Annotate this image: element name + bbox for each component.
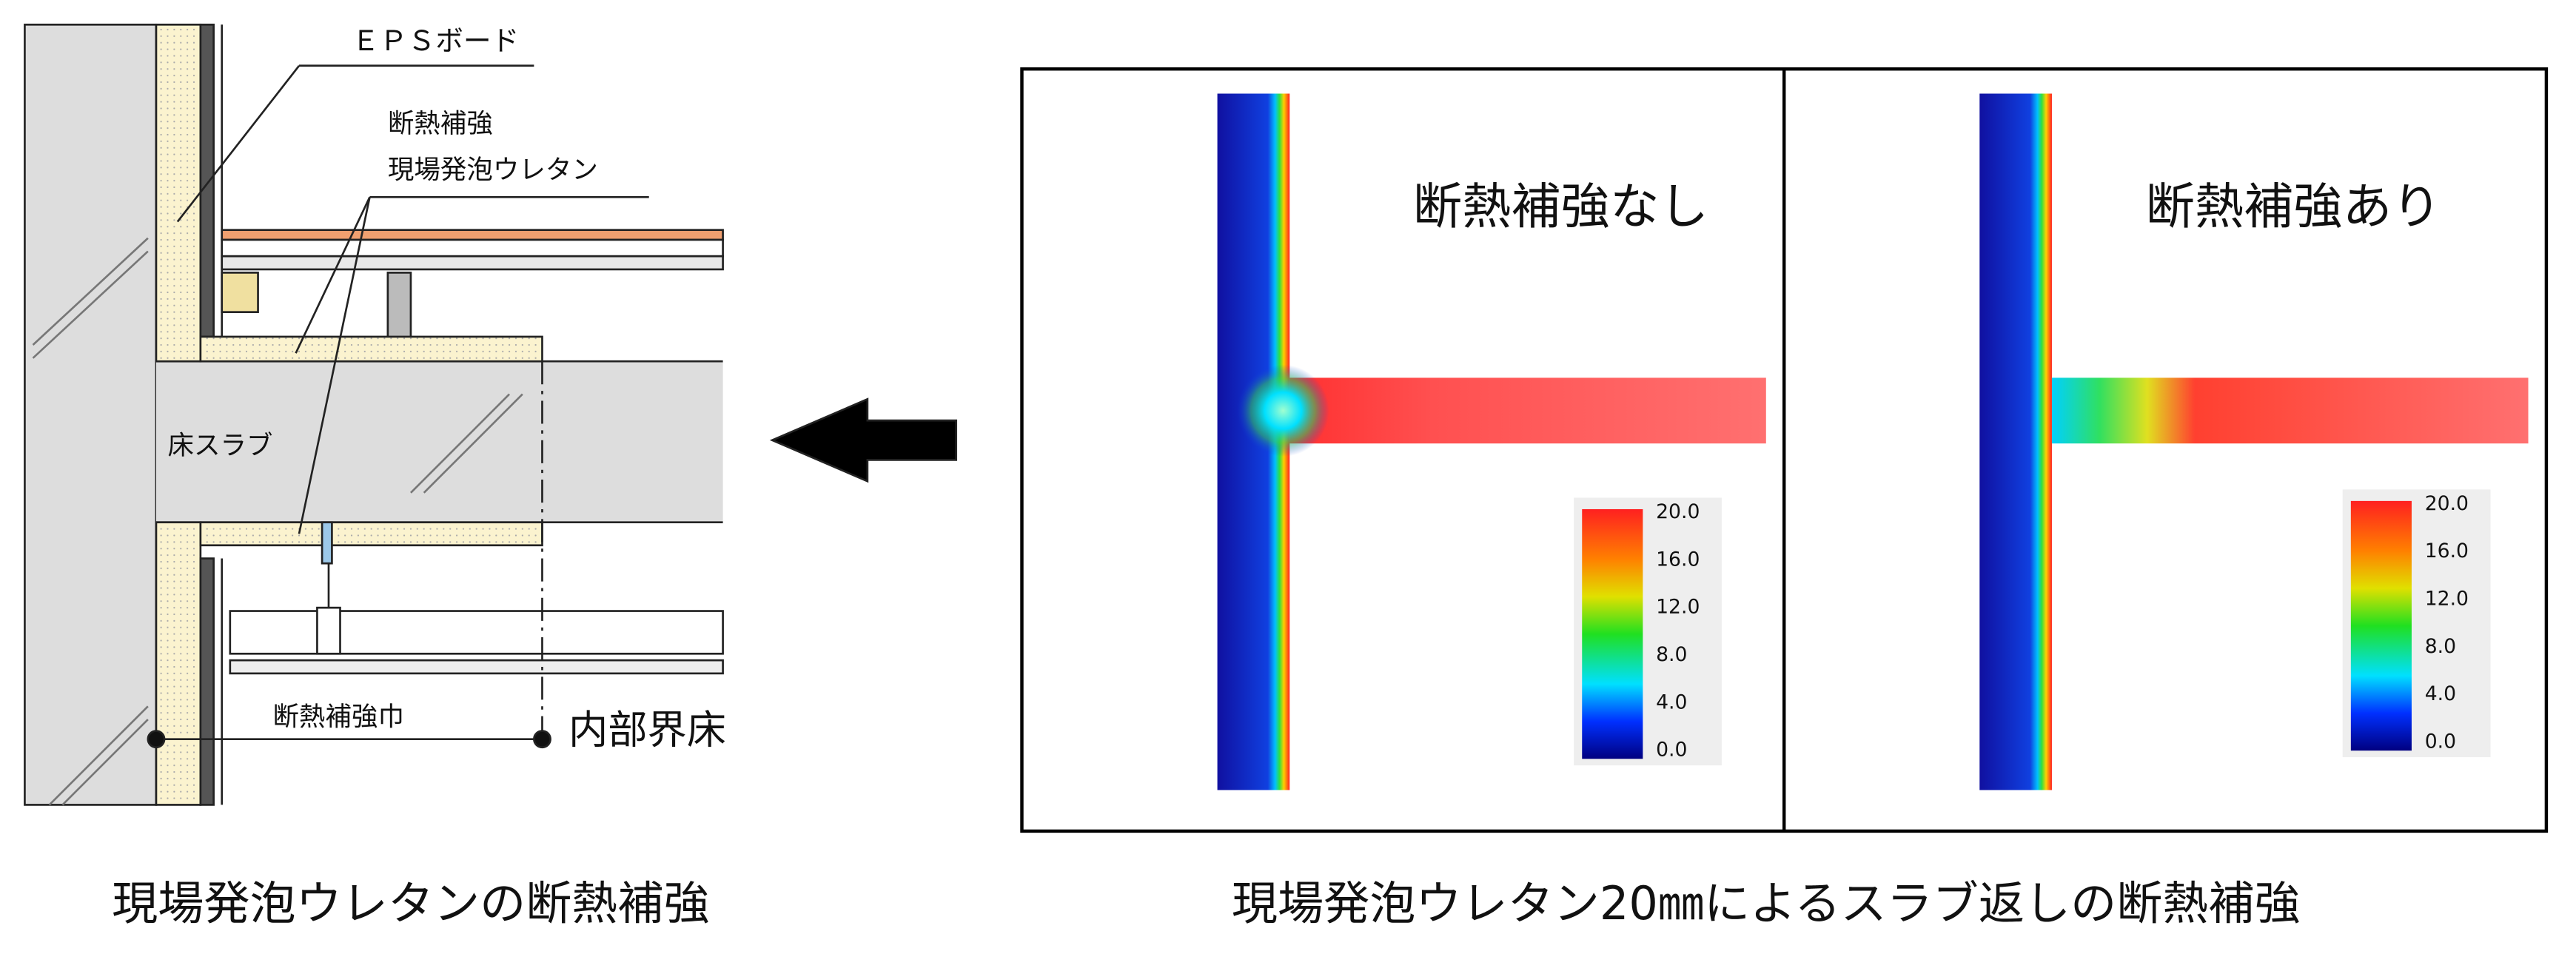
caption: 現場発泡ウレタン20㎜によるスラブ返しの断熱補強 [1232,876,2301,930]
colorbar-tick: 4.0 [2425,682,2456,705]
sim-title: 断熱補強あり [2145,178,2441,235]
colorbar-tick: 20.0 [1656,500,1700,523]
slab-field [1289,377,1766,444]
colorbar-tick: 0.0 [2425,730,2456,753]
colorbar-tick: 8.0 [2425,635,2456,658]
caption: 現場発泡ウレタンの断熱補強 [112,876,710,930]
colorbar-tick: 16.0 [2425,540,2469,562]
label: 断熱補強巾 [273,702,405,732]
colorbar-tick: 20.0 [2425,492,2469,515]
colorbar-tick: 16.0 [1656,548,1700,571]
colorbar [2350,500,2412,751]
colorbar-tick: 8.0 [1656,643,1687,666]
section-drawing [24,23,958,806]
label: ＥＰＳボード [352,24,519,57]
colorbar-tick: 12.0 [1656,596,1700,619]
label: 内部界床 [568,707,726,753]
label: 断熱補強 [388,109,493,139]
colorbar-tick: 4.0 [1656,691,1687,713]
label: 現場発泡ウレタン [388,155,598,185]
wall-field [1979,93,2052,790]
colorbar-tick: 0.0 [1656,739,1687,762]
arrow [769,397,958,483]
colorbar-tick: 12.0 [2425,588,2469,611]
colorbar [1582,508,1643,759]
label: 床スラブ [167,431,272,461]
sim-title: 断熱補強なし [1413,178,1708,235]
slab-field [2051,377,2529,444]
cold-spot [1237,364,1329,457]
